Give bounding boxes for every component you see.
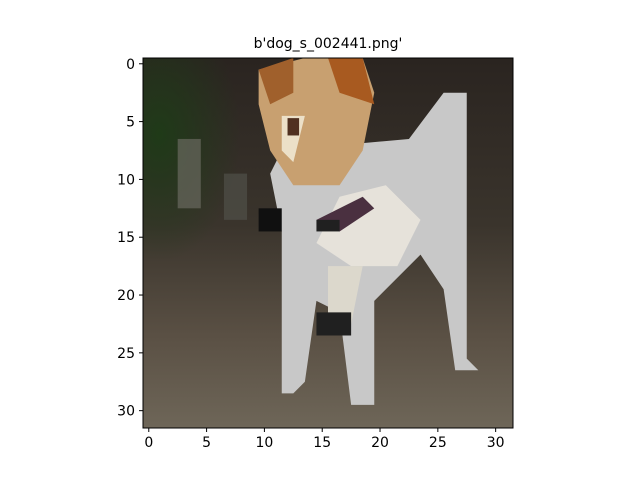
y-tick-label: 5 [126, 115, 135, 131]
y-tick-label: 20 [117, 288, 135, 304]
x-tick-label: 0 [144, 435, 153, 451]
x-tick-label: 20 [371, 435, 389, 451]
x-tick-label: 10 [255, 435, 273, 451]
chart-title: b'dog_s_002441.png' [254, 36, 403, 52]
x-tick-label: 5 [202, 435, 211, 451]
y-tick-label: 30 [117, 404, 135, 420]
axes-frame [142, 57, 514, 429]
y-tick-label: 15 [117, 230, 135, 246]
x-tick-label: 15 [313, 435, 331, 451]
image [143, 58, 513, 428]
x-tick-label: 25 [429, 435, 447, 451]
x-tick-label: 30 [487, 435, 505, 451]
y-tick-label: 10 [117, 172, 135, 188]
y-tick-label: 0 [126, 57, 135, 73]
y-tick-label: 25 [117, 346, 135, 362]
